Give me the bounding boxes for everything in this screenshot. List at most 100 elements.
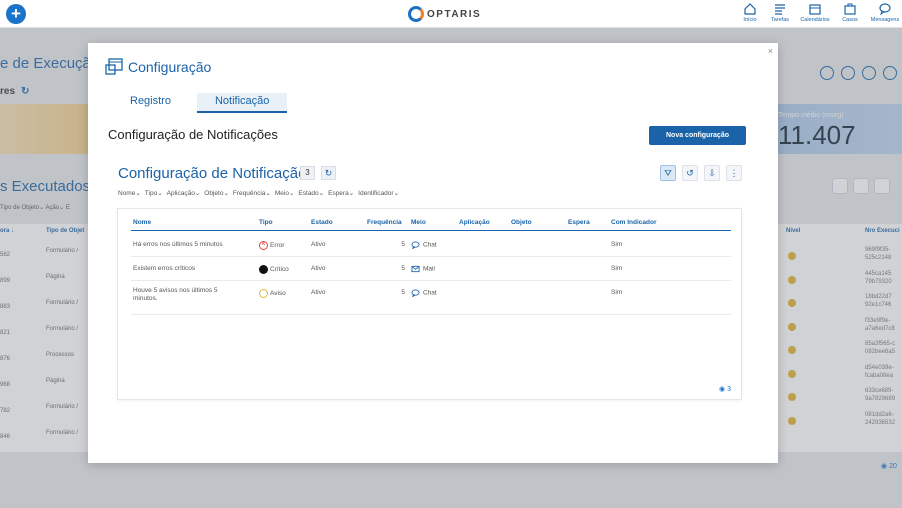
- column-header-frequencia[interactable]: Frequência: [367, 219, 402, 226]
- background-cell: 876: [0, 356, 11, 362]
- background-column-header[interactable]: Tipo de Objet: [46, 228, 85, 234]
- background-cell: Formulário /: [46, 404, 79, 410]
- cell-com-indicador: Sim: [611, 241, 623, 248]
- history-icon[interactable]: ↺: [682, 165, 698, 181]
- background-column-header[interactable]: ora ↓: [0, 228, 15, 234]
- section-title: Configuração de Notificações: [108, 127, 278, 142]
- background-cell: 899: [0, 278, 11, 284]
- table-row[interactable]: Houve 5 avisos nos últimos 5 minutos. Avi…: [131, 281, 731, 315]
- column-header-nome[interactable]: Nome: [133, 219, 152, 226]
- column-header-com-indicador[interactable]: Com Indicador: [611, 219, 657, 226]
- filter-chip[interactable]: Identificador⌄: [358, 190, 400, 197]
- column-header-tipo[interactable]: Tipo: [259, 219, 273, 226]
- background-cell: Página: [46, 274, 65, 280]
- background-cell: 846: [0, 434, 11, 440]
- background-executed-title: s Executados: [0, 178, 91, 195]
- cell-meio: Chat: [411, 241, 437, 250]
- background-right-table: [778, 224, 902, 452]
- background-cell: 821: [0, 330, 11, 336]
- column-header-aplicacao[interactable]: Aplicação: [459, 219, 490, 226]
- execution-number: 85a3f565-c 082bee6a5: [865, 340, 895, 356]
- list-title: Configuração de Notificação: [118, 165, 307, 182]
- level-indicator-icon: [788, 416, 796, 425]
- cell-nome: Houve 5 avisos nos últimos 5 minutos.: [133, 287, 218, 302]
- configuration-icon: [105, 58, 123, 75]
- more-options-icon[interactable]: ⋮: [726, 165, 742, 181]
- brand-logo: OPTARIS: [408, 6, 481, 22]
- filter-chip[interactable]: Frequência⌄: [232, 190, 271, 197]
- nav-tasks[interactable]: Tarefas: [768, 2, 792, 23]
- filter-chip[interactable]: Tipo⌄: [144, 190, 163, 197]
- nav-calendars[interactable]: Calendários: [798, 2, 832, 23]
- new-configuration-button[interactable]: Nova configuração: [649, 126, 746, 145]
- list-tools: ⛛ ↺ ⇩ ⋮: [660, 165, 742, 181]
- settings-icon[interactable]: [862, 66, 876, 80]
- modal-title: Configuração: [128, 59, 212, 75]
- column-header-meio[interactable]: Meio: [411, 219, 426, 226]
- level-indicator-icon: [788, 369, 796, 378]
- notifications-table: Nome Tipo Estado Frequência Meio Aplicaç…: [117, 208, 742, 400]
- execution-number-line: 242936532: [865, 419, 896, 426]
- nav-home[interactable]: Início: [738, 2, 762, 23]
- level-indicator-icon: [788, 346, 796, 354]
- nav-cases[interactable]: Casos: [838, 2, 862, 23]
- cell-meio: Chat: [411, 289, 437, 298]
- execution-number-line: 969f9f35-: [865, 247, 891, 253]
- level-indicator-icon: [788, 393, 796, 401]
- execution-number-line: a7a6ed7c8: [865, 325, 895, 332]
- execution-number-line: 633ce689-: [865, 388, 894, 394]
- close-icon[interactable]: ×: [767, 46, 773, 56]
- bell-icon[interactable]: [883, 66, 897, 80]
- background-cell: 968: [0, 382, 11, 388]
- execution-number: 633ce689- 9a7829689: [865, 387, 895, 403]
- execution-number: f33e9f9e-a7a6ed7c8: [865, 317, 895, 333]
- execution-number-line: d54e039e-: [865, 364, 894, 371]
- level-indicator-icon: [788, 275, 796, 284]
- cell-tipo: Aviso: [259, 289, 286, 298]
- filter-icon[interactable]: [832, 178, 848, 194]
- cell-nome: Há erros nos últimos 5 minutos: [133, 241, 223, 248]
- history-icon[interactable]: [853, 178, 869, 194]
- filter-chip[interactable]: Nome⌄: [118, 190, 141, 197]
- column-header-espera[interactable]: Espera: [568, 219, 590, 226]
- cell-estado: Ativo: [311, 289, 326, 296]
- column-header-estado[interactable]: Estado: [311, 219, 333, 226]
- cell-nome: Existem erros críticos: [133, 265, 196, 272]
- refresh-icon[interactable]: ↻: [321, 166, 336, 180]
- filter-chip[interactable]: Estado⌄: [298, 190, 325, 197]
- filter-chip[interactable]: Meio⌄: [274, 190, 295, 197]
- table-row[interactable]: Há erros nos últimos 5 minutos Error Ativo…: [131, 233, 731, 257]
- cell-estado: Ativo: [311, 241, 326, 248]
- background-filters: Tipo de Objeto⌄ Ação⌄ E: [0, 205, 70, 211]
- upload-icon[interactable]: [841, 66, 855, 80]
- execution-number: 18bd22d7 92e1c746: [865, 293, 892, 309]
- background-page-title: e de Execução: [0, 55, 100, 72]
- background-column-header[interactable]: Nível: [786, 228, 801, 234]
- column-header-objeto[interactable]: Objeto: [511, 219, 532, 226]
- background-column-header[interactable]: Nro Execuci: [865, 228, 900, 234]
- export-icon[interactable]: ⇩: [704, 165, 720, 181]
- filter-chip[interactable]: Espera⌄: [328, 190, 355, 197]
- filter-chip[interactable]: Aplicação⌄: [166, 190, 201, 197]
- background-toolbar-icons: [820, 66, 897, 80]
- cell-frequencia: 5: [401, 241, 405, 248]
- table-row[interactable]: Existem erros críticos Crítico Ativo 5 Mail S…: [131, 257, 731, 281]
- chat-icon: [411, 289, 420, 297]
- filter-icon[interactable]: ⛛: [660, 165, 676, 181]
- cell-tipo: Error: [259, 240, 284, 250]
- refresh-icon[interactable]: ↻: [21, 86, 30, 97]
- average-time-card: Tempo médio (mseg) 11.407: [778, 104, 902, 154]
- tasks-icon: [775, 4, 785, 15]
- filter-chip[interactable]: Objeto⌄: [204, 190, 229, 197]
- add-button[interactable]: +: [6, 4, 26, 24]
- chart-icon[interactable]: [820, 66, 834, 80]
- configuration-modal: × Configuração Registro Notificação Conf…: [88, 43, 778, 463]
- nav-messages[interactable]: Mensagens: [868, 2, 902, 23]
- tab-registro[interactable]: Registro: [130, 95, 171, 107]
- tab-notificacao[interactable]: Notificação: [196, 93, 288, 113]
- execution-number-line: 79b79320: [865, 278, 892, 285]
- modal-tabs: Registro Notificação: [102, 93, 288, 113]
- level-indicator-icon: [788, 322, 796, 331]
- background-cell: Formulário /: [46, 430, 79, 436]
- export-icon[interactable]: [874, 178, 890, 194]
